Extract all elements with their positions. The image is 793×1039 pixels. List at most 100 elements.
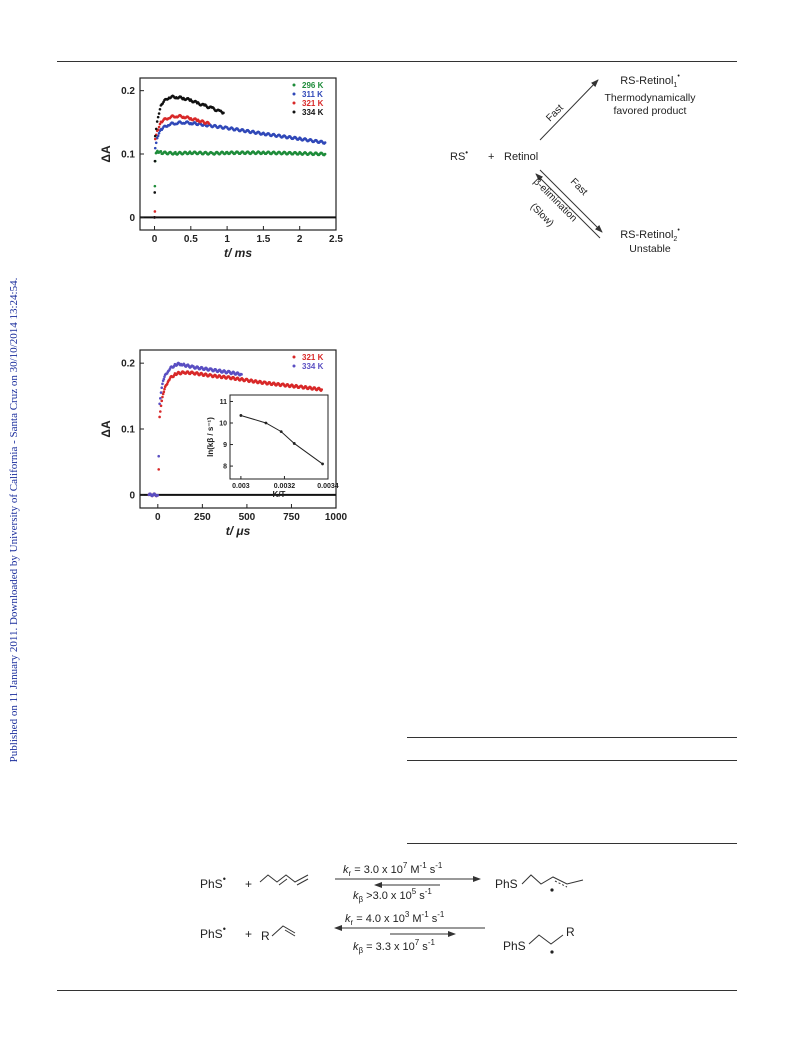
- scheme-retinol: RS• + Retinol Fast RS-Retinol1• Thermody…: [450, 73, 696, 255]
- inset-x-tick-label: 0.003: [232, 483, 250, 490]
- legend-marker: [292, 83, 296, 87]
- r-group-2: R: [566, 925, 575, 939]
- legend-marker: [292, 364, 296, 368]
- y-tick-label: 0: [129, 490, 135, 501]
- phs-radical-2: PhS•: [200, 924, 226, 941]
- legend-marker: [292, 355, 296, 359]
- legend-label: 321 K: [302, 353, 324, 362]
- arrow-to-product1: [539, 79, 599, 141]
- download-notice-text: Published on 11 January 2011. Downloaded…: [8, 277, 20, 763]
- data-point: [156, 494, 160, 497]
- data-point: [157, 468, 161, 471]
- data-point: [153, 216, 156, 219]
- rs-radical: RS•: [450, 148, 468, 163]
- data-point: [153, 184, 157, 188]
- plus-sign: +: [488, 151, 494, 163]
- legend-label: 334 K: [302, 108, 324, 117]
- x-tick-label: 250: [194, 512, 211, 523]
- data-point: [153, 134, 157, 138]
- series-311-K: [153, 120, 327, 219]
- data-point: [161, 395, 164, 399]
- arrow-to-product2: [539, 169, 603, 233]
- series-296-K: [153, 149, 327, 219]
- data-point: [154, 141, 158, 145]
- legend-marker: [292, 101, 296, 105]
- y-tick-label: 0: [129, 213, 135, 224]
- data-point: [163, 387, 166, 391]
- plus-1: +: [245, 877, 252, 891]
- inset-data-point: [239, 414, 243, 417]
- footer-rule: [57, 990, 737, 991]
- product1-line2: Thermodynamically: [604, 92, 696, 104]
- product2-label: RS-Retinol2•: [620, 227, 680, 243]
- inset-x-axis-label: K/T: [273, 490, 286, 499]
- product1-label: RS-Retinol1•: [620, 73, 680, 89]
- data-point: [160, 386, 164, 389]
- data-point: [159, 391, 163, 394]
- data-point: [323, 152, 327, 156]
- x-tick-label: 1000: [325, 512, 348, 523]
- legend-label: 311 K: [302, 90, 323, 99]
- radical-dot-1: [550, 888, 554, 892]
- inset-x-tick-label: 0.0034: [317, 483, 339, 490]
- data-point: [320, 388, 324, 391]
- inset-data-point: [321, 462, 324, 466]
- fast-bottom-label: Fast: [568, 176, 590, 198]
- data-point: [153, 137, 157, 141]
- arrow-back-from-product2: [535, 173, 601, 239]
- series-321-K: [147, 370, 324, 498]
- x-tick-label: 500: [239, 512, 256, 523]
- data-point: [157, 112, 161, 115]
- inset-data-point: [279, 430, 283, 434]
- y-tick-label: 0.1: [121, 150, 135, 161]
- data-point: [158, 122, 162, 126]
- table-rule-mid: [407, 760, 737, 761]
- data-point: [157, 125, 161, 129]
- download-notice: Published on 11 January 2011. Downloaded…: [0, 0, 26, 1039]
- retinol-label: Retinol: [504, 151, 538, 163]
- inset-y-axis-label: ln(kβ / s⁻¹): [206, 417, 215, 457]
- x-tick-label: 1: [224, 234, 230, 245]
- phs-radical-1: PhS•: [200, 874, 226, 891]
- data-point: [155, 120, 159, 123]
- data-point: [156, 115, 160, 119]
- x-tick-label: 0.5: [184, 234, 198, 245]
- data-point: [222, 111, 225, 115]
- data-point: [153, 146, 157, 150]
- x-tick-label: 2: [297, 234, 303, 245]
- data-point: [162, 390, 166, 394]
- data-point: [156, 134, 160, 138]
- alkyl-radical-structure: [528, 934, 564, 945]
- butadiene-structure: [259, 874, 309, 883]
- r1-product-phs: PhS: [495, 877, 518, 891]
- r2-kr-label: kr = 4.0 x 103 M-1 s-1: [345, 910, 445, 927]
- r2-kb-label: kβ = 3.3 x 107 s-1: [353, 938, 435, 955]
- x-tick-label: 0: [155, 512, 161, 523]
- r-group-1: R: [261, 929, 270, 943]
- data-point: [153, 210, 157, 213]
- data-point: [161, 392, 165, 396]
- r2-product-phs: PhS: [503, 939, 526, 953]
- x-axis-label: t/ ms: [224, 246, 252, 260]
- data-point: [159, 397, 162, 400]
- data-point: [153, 159, 157, 163]
- inset-data-point: [292, 442, 296, 445]
- header-rule: [57, 61, 737, 62]
- x-tick-label: 2.5: [329, 234, 343, 245]
- data-point: [159, 404, 163, 408]
- r1-kr-label: kr = 3.0 x 107 M-1 s-1: [343, 861, 443, 878]
- legend-marker: [292, 92, 296, 96]
- inset-x-tick-label: 0.0032: [274, 483, 296, 490]
- data-point: [240, 373, 243, 376]
- y-axis-label: ΔA: [100, 145, 113, 163]
- y-tick-label: 0.1: [121, 425, 135, 436]
- data-point: [157, 131, 161, 135]
- data-point: [157, 454, 161, 458]
- data-point: [161, 382, 164, 386]
- inset-y-tick-label: 10: [219, 421, 227, 428]
- product1-line3: favored product: [614, 105, 687, 117]
- r1-kb-label: kβ >3.0 x 105 s-1: [353, 887, 432, 904]
- data-point: [153, 191, 157, 194]
- legend-label: 334 K: [302, 362, 324, 371]
- series-334-K: [153, 94, 225, 219]
